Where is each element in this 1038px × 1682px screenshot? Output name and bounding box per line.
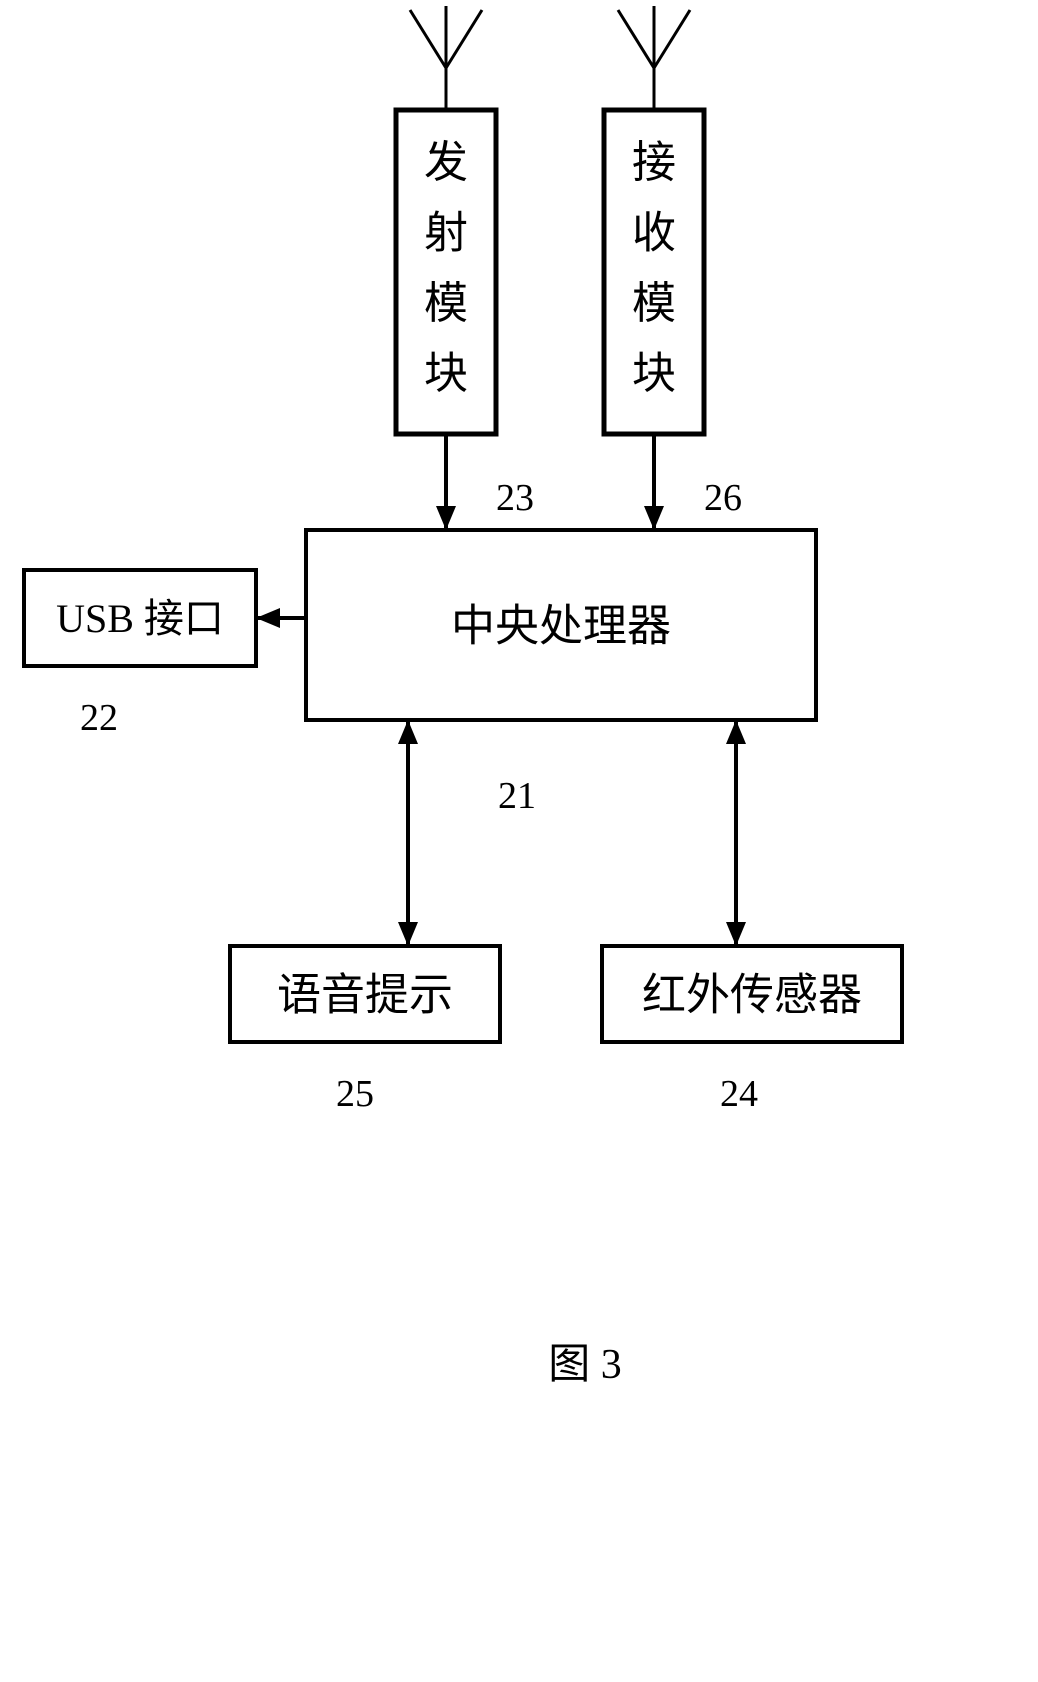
rx-label: 收 (632, 208, 676, 257)
usb-label: USB 接口 (56, 596, 224, 641)
tx-label: 模 (424, 279, 468, 328)
figure-caption: 图 3 (548, 1342, 622, 1388)
rx-label: 块 (632, 349, 676, 398)
tx-label: 发 (424, 138, 468, 187)
voice-ref: 25 (336, 1073, 374, 1115)
rx-ref: 26 (704, 477, 742, 519)
voice-label: 语音提示 (277, 970, 453, 1019)
cpu-ref: 21 (498, 775, 536, 817)
tx-ref: 23 (496, 477, 534, 519)
tx-label: 块 (424, 349, 468, 398)
usb-ref: 22 (80, 697, 118, 739)
cpu-label: 中央处理器 (451, 601, 671, 650)
rx-label: 接 (632, 138, 676, 187)
ir-ref: 24 (720, 1073, 758, 1115)
tx-label: 射 (424, 208, 468, 257)
rx-label: 模 (632, 279, 676, 328)
ir-label: 红外传感器 (642, 970, 862, 1019)
